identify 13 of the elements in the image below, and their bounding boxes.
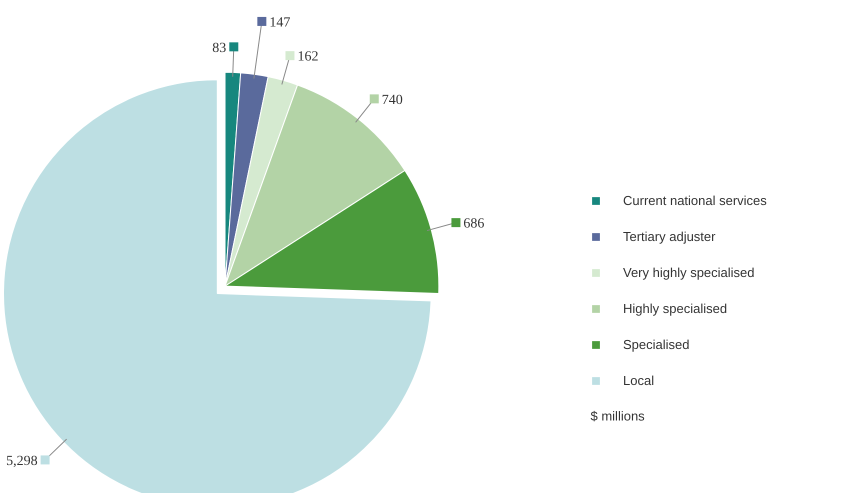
data-label: 83	[212, 40, 226, 56]
text: $ millions	[590, 408, 646, 424]
legend-label: Local	[623, 373, 654, 388]
data-label: 686	[463, 216, 484, 232]
data-label: 740	[382, 92, 403, 108]
legend-label: Very highly specialised	[623, 265, 755, 280]
data-label: 147	[269, 15, 290, 30]
legend-label: Tertiary adjuster	[623, 229, 716, 244]
data-label: 162	[297, 50, 318, 65]
legend-label: Current national services	[623, 193, 767, 208]
legend-label: Highly specialised	[623, 301, 728, 316]
data-label: 5,298	[6, 454, 38, 469]
legend-label: Specialised	[623, 337, 690, 352]
